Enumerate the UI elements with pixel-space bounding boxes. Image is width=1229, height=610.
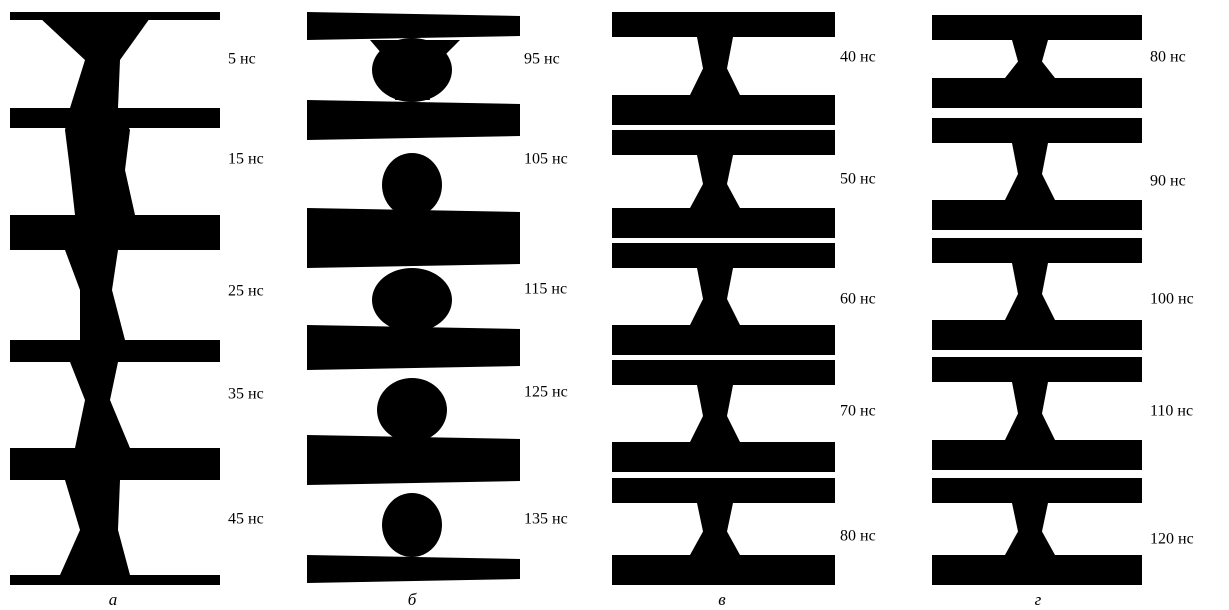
time-label: 120 нс	[1150, 531, 1194, 548]
time-label: 105 нс	[524, 151, 568, 168]
dark-region	[612, 130, 835, 155]
dark-region	[612, 360, 835, 385]
discharge-channel	[690, 37, 740, 95]
dark-region	[932, 118, 1142, 143]
dark-region	[10, 575, 220, 585]
discharge-blob	[382, 493, 442, 557]
discharge-channel	[690, 155, 740, 208]
discharge-channel	[1005, 40, 1055, 78]
time-label: 25 нс	[228, 283, 264, 300]
electrode	[307, 100, 520, 140]
time-label: 40 нс	[840, 49, 876, 66]
time-label: 60 нс	[840, 291, 876, 308]
dark-region	[612, 478, 835, 503]
panel-caption: б	[408, 590, 417, 609]
time-label: 45 нс	[228, 511, 264, 528]
discharge-blob	[372, 268, 452, 332]
dark-region	[612, 555, 835, 585]
electrode	[307, 208, 520, 268]
time-label: 5 нс	[228, 51, 256, 68]
dark-region	[932, 555, 1142, 585]
time-label: 110 нс	[1150, 403, 1193, 420]
time-label: 100 нс	[1150, 291, 1194, 308]
panel-caption: г	[1035, 590, 1042, 609]
dark-region	[612, 95, 835, 125]
time-label: 115 нс	[524, 281, 567, 298]
discharge-channel	[690, 268, 740, 325]
dark-region	[932, 78, 1142, 108]
panel-caption: а	[109, 590, 118, 609]
dark-region	[932, 15, 1142, 40]
time-label: 35 нс	[228, 386, 264, 403]
panel-caption: в	[718, 590, 726, 609]
dark-region	[612, 12, 835, 37]
discharge-blob	[382, 153, 442, 217]
time-label: 50 нс	[840, 171, 876, 188]
time-label: 90 нс	[1150, 173, 1186, 190]
electrode	[307, 555, 520, 583]
discharge-channel	[690, 385, 740, 442]
time-label: 135 нс	[524, 511, 568, 528]
dark-region	[612, 442, 835, 472]
time-label: 125 нс	[524, 384, 568, 401]
discharge-channel	[690, 503, 740, 555]
electrode	[307, 12, 520, 40]
time-label: 15 нс	[228, 151, 264, 168]
time-label: 80 нс	[1150, 49, 1186, 66]
time-label: 70 нс	[840, 403, 876, 420]
dark-region	[612, 208, 835, 238]
discharge-channel	[1005, 263, 1055, 320]
dark-region	[932, 200, 1142, 230]
shadowgraphs	[10, 12, 1142, 585]
discharge-channel	[1005, 503, 1055, 555]
dark-region	[932, 440, 1142, 470]
dark-region	[612, 243, 835, 268]
dark-region	[932, 320, 1142, 350]
time-label: 95 нс	[524, 51, 560, 68]
time-label: 80 нс	[840, 528, 876, 545]
discharge-blob	[377, 378, 447, 442]
dark-region	[932, 238, 1142, 263]
discharge-channel	[1005, 143, 1055, 200]
discharge-channel	[40, 18, 150, 575]
discharge-channel	[1005, 382, 1055, 440]
electrode	[307, 435, 520, 485]
dark-region	[932, 357, 1142, 382]
dark-region	[932, 478, 1142, 503]
dark-region	[612, 325, 835, 355]
figure: 5 нс 15 нс 25 нс 35 нс 45 нс а 95 нс 105 нс 115 …	[0, 0, 1229, 610]
